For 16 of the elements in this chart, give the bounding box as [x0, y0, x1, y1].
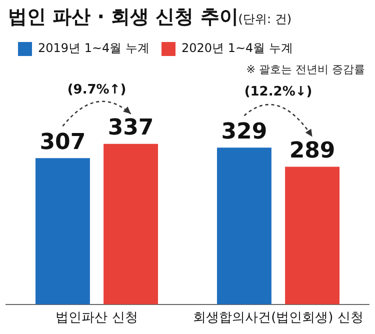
data-label: 329	[221, 119, 268, 144]
bar	[285, 166, 340, 304]
text: (12.2%↓)	[244, 84, 312, 100]
bar	[35, 158, 90, 304]
text: ※ 괄호는 전년비 증감률	[246, 62, 365, 77]
bar	[216, 148, 272, 304]
legend-label: 2020년 1~4월 누계	[181, 41, 293, 56]
data-label: 289	[289, 138, 336, 164]
x-tick-label: 회생합의사건(법인회생) 신청	[193, 310, 364, 326]
text: (9.7%↑)	[67, 82, 126, 98]
chart-subtitle: (단위: 건)	[238, 12, 292, 26]
legend-label: 2019년 1~4월 누계	[38, 41, 150, 56]
data-label: 307	[40, 130, 86, 155]
x-tick-label: 법인파산 신청	[56, 310, 138, 326]
bar	[104, 144, 158, 304]
data-label: 337	[108, 116, 154, 141]
